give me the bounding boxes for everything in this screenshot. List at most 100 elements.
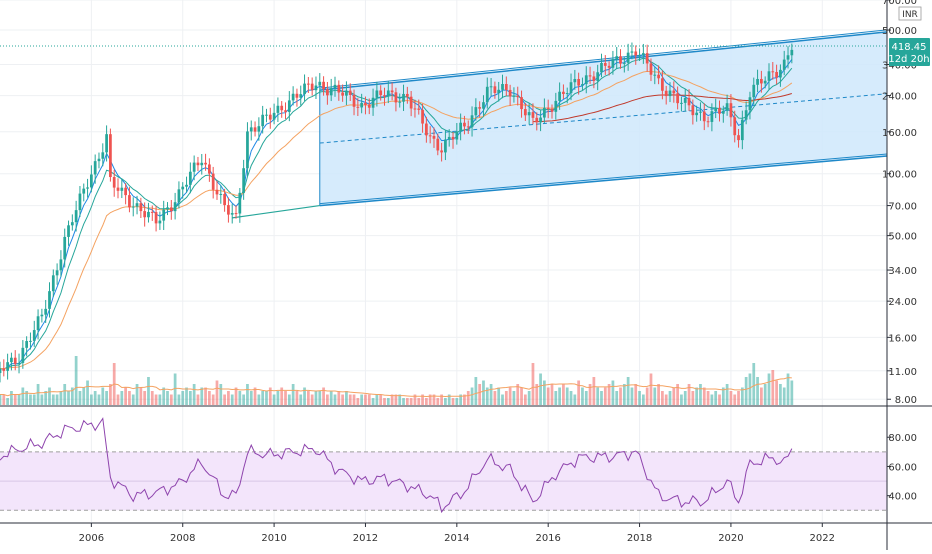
- candle-body[interactable]: [291, 93, 295, 101]
- candle-body[interactable]: [333, 84, 337, 89]
- candle-body[interactable]: [466, 126, 470, 128]
- candle-body[interactable]: [508, 89, 512, 97]
- candle-body[interactable]: [782, 59, 786, 70]
- candle-body[interactable]: [109, 134, 112, 178]
- candle-body[interactable]: [744, 110, 748, 120]
- candle-body[interactable]: [257, 126, 261, 132]
- candle-body[interactable]: [691, 105, 695, 116]
- candle-body[interactable]: [725, 103, 729, 111]
- candle-body[interactable]: [775, 71, 778, 78]
- candle-body[interactable]: [493, 86, 497, 94]
- candle-body[interactable]: [124, 187, 127, 196]
- candle-body[interactable]: [93, 161, 97, 175]
- candle-body[interactable]: [169, 207, 173, 212]
- candle-body[interactable]: [318, 81, 322, 86]
- candle-body[interactable]: [436, 138, 440, 151]
- candle-body[interactable]: [626, 52, 630, 63]
- candle-body[interactable]: [40, 314, 44, 317]
- candle-body[interactable]: [482, 102, 485, 109]
- candle-body[interactable]: [379, 90, 383, 96]
- candle-body[interactable]: [227, 205, 230, 215]
- candle-body[interactable]: [211, 173, 215, 190]
- candle-body[interactable]: [463, 122, 466, 127]
- candle-body[interactable]: [394, 92, 398, 103]
- candle-body[interactable]: [592, 76, 596, 81]
- candle-body[interactable]: [603, 63, 607, 66]
- candle-body[interactable]: [413, 108, 417, 110]
- candle-body[interactable]: [527, 112, 531, 116]
- candle-body[interactable]: [504, 84, 508, 90]
- candle-body[interactable]: [748, 97, 752, 111]
- candle-body[interactable]: [59, 259, 63, 271]
- candle-body[interactable]: [70, 222, 74, 226]
- candle-body[interactable]: [668, 90, 672, 97]
- candle-body[interactable]: [699, 111, 702, 113]
- candle-body[interactable]: [51, 275, 55, 292]
- candle-body[interactable]: [36, 316, 40, 331]
- candle-body[interactable]: [649, 63, 653, 75]
- candle-body[interactable]: [265, 114, 268, 116]
- candle-body[interactable]: [29, 340, 32, 342]
- candle-body[interactable]: [459, 122, 463, 132]
- candle-body[interactable]: [78, 193, 82, 211]
- candle-body[interactable]: [516, 95, 520, 98]
- candle-body[interactable]: [687, 98, 691, 106]
- candle-body[interactable]: [44, 308, 48, 315]
- candle-body[interactable]: [638, 55, 641, 57]
- candle-body[interactable]: [314, 85, 318, 91]
- candle-body[interactable]: [128, 195, 131, 208]
- support-trendline[interactable]: [232, 204, 320, 219]
- candle-body[interactable]: [676, 93, 679, 104]
- candle-body[interactable]: [409, 96, 413, 109]
- candle-body[interactable]: [653, 74, 657, 76]
- candle-body[interactable]: [489, 86, 493, 88]
- candle-body[interactable]: [451, 136, 455, 140]
- candle-body[interactable]: [192, 162, 196, 172]
- candle-body[interactable]: [154, 212, 158, 224]
- candle-body[interactable]: [337, 84, 341, 93]
- candle-body[interactable]: [428, 135, 432, 137]
- candle-body[interactable]: [771, 71, 775, 73]
- candle-body[interactable]: [752, 84, 756, 98]
- candle-body[interactable]: [345, 90, 348, 96]
- candle-body[interactable]: [729, 103, 733, 118]
- candle-body[interactable]: [543, 107, 546, 118]
- candle-body[interactable]: [779, 69, 782, 78]
- candle-body[interactable]: [383, 95, 386, 97]
- candle-body[interactable]: [360, 102, 364, 108]
- candle-body[interactable]: [440, 150, 443, 153]
- candle-body[interactable]: [17, 362, 21, 364]
- candle-body[interactable]: [162, 209, 166, 221]
- candle-body[interactable]: [405, 93, 409, 97]
- candle-body[interactable]: [634, 51, 638, 56]
- candle-body[interactable]: [177, 189, 181, 203]
- candle-body[interactable]: [82, 188, 86, 194]
- candle-body[interactable]: [223, 193, 226, 206]
- candle-body[interactable]: [139, 203, 143, 212]
- candle-body[interactable]: [695, 112, 699, 116]
- candle-body[interactable]: [32, 330, 36, 341]
- candle-body[interactable]: [158, 220, 162, 224]
- candle-body[interactable]: [246, 131, 249, 169]
- candle-body[interactable]: [596, 72, 600, 81]
- candle-body[interactable]: [421, 109, 424, 124]
- candle-body[interactable]: [116, 187, 120, 191]
- candle-body[interactable]: [390, 90, 394, 93]
- candle-body[interactable]: [322, 81, 325, 90]
- candle-body[interactable]: [299, 94, 303, 98]
- candle-body[interactable]: [718, 108, 721, 114]
- candle-body[interactable]: [86, 187, 89, 189]
- candle-body[interactable]: [204, 162, 207, 165]
- candle-body[interactable]: [13, 357, 17, 364]
- candle-body[interactable]: [683, 98, 687, 103]
- candle-body[interactable]: [242, 168, 246, 193]
- candle-body[interactable]: [196, 162, 200, 166]
- candle-body[interactable]: [74, 210, 78, 223]
- candle-body[interactable]: [417, 108, 421, 110]
- candle-body[interactable]: [200, 162, 204, 166]
- candle-body[interactable]: [740, 119, 744, 141]
- candle-body[interactable]: [512, 95, 516, 97]
- candle-body[interactable]: [710, 111, 714, 122]
- candle-body[interactable]: [398, 101, 402, 103]
- candle-body[interactable]: [615, 56, 619, 60]
